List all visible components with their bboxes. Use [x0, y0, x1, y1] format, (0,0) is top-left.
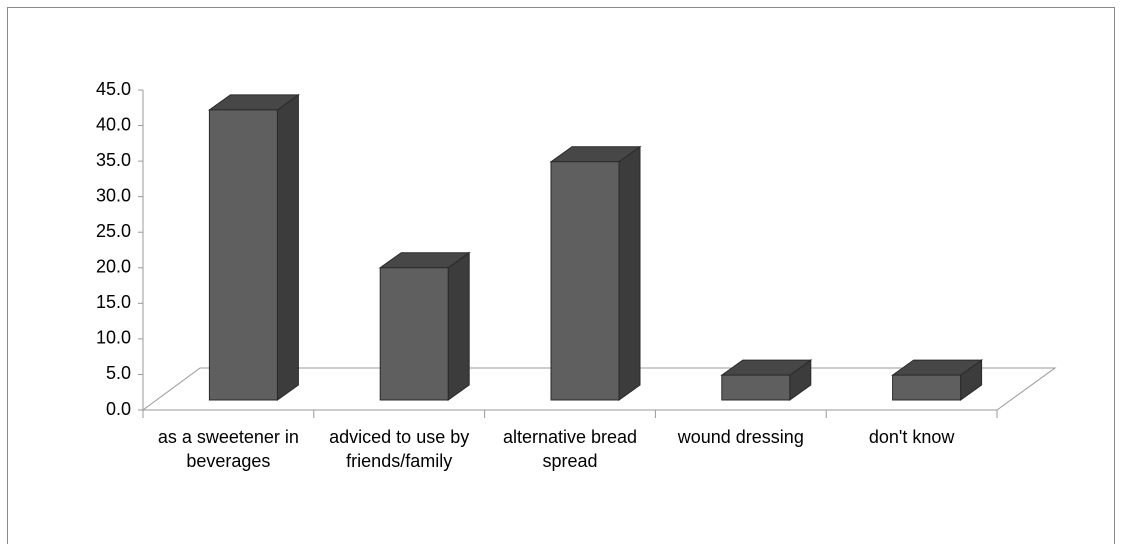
bar-front [208, 109, 278, 401]
y-tick-label: 10.0 [96, 328, 131, 348]
y-tick-label: 25.0 [96, 221, 131, 241]
y-tick-label: 45.0 [96, 79, 131, 99]
y-tick-label: 30.0 [96, 185, 131, 205]
bar-front [379, 267, 449, 401]
x-tick-label: don't know [868, 427, 955, 447]
y-tick-label: 15.0 [96, 292, 131, 312]
x-tick-label: as a sweetener in beverages [157, 427, 299, 471]
y-tick-label: 20.0 [96, 257, 131, 277]
chart-border [7, 7, 1115, 544]
bar-front [550, 161, 620, 401]
bar [378, 251, 471, 401]
floor [141, 367, 1057, 411]
bar-side [447, 251, 470, 401]
bar-front [721, 374, 791, 401]
bar [549, 145, 642, 401]
bar [207, 93, 300, 401]
y-tick-label: 40.0 [96, 114, 131, 134]
x-tick-label: adviced to use by friends/family [329, 427, 470, 471]
x-tick-label: wound dressing [677, 427, 804, 447]
bar-side [276, 93, 299, 401]
y-tick-label: 0.0 [106, 399, 131, 419]
x-tick-label: alternative bread spread [502, 427, 638, 471]
bar-front [892, 374, 962, 401]
y-tick-label: 5.0 [106, 363, 131, 383]
bar [720, 359, 813, 401]
y-tick-label: 35.0 [96, 150, 131, 170]
bar [891, 359, 984, 401]
bar-side [618, 145, 641, 401]
